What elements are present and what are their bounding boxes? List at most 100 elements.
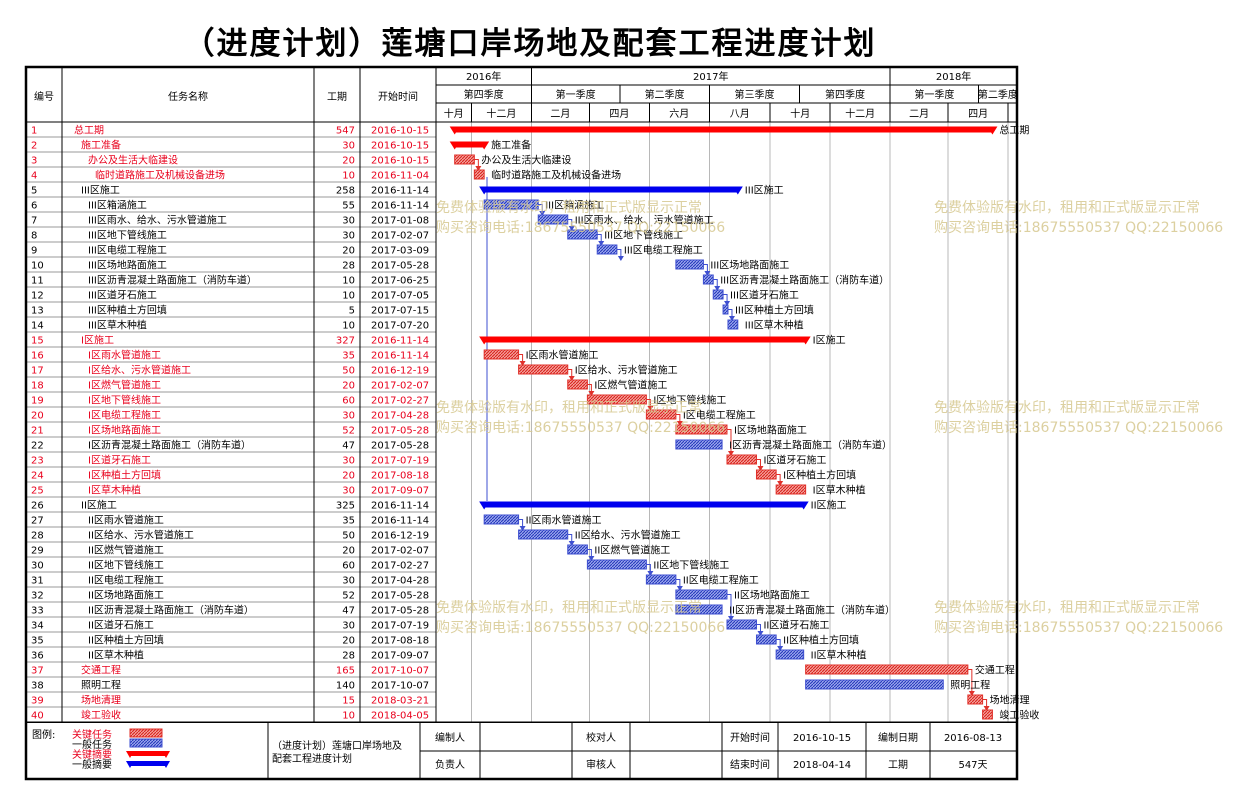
task-duration: 5 — [349, 306, 355, 317]
task-name: 施工准备 — [81, 139, 121, 152]
legend-swatch-marker — [126, 761, 134, 768]
timescale-label: 第一季度 — [914, 88, 954, 101]
legend-swatch — [130, 751, 166, 756]
task-name: Ⅰ区种植土方回填 — [88, 469, 161, 482]
task-start: 2016-11-14 — [371, 501, 429, 512]
dependency-arrow — [676, 421, 683, 426]
bar-label: 照明工程 — [950, 680, 990, 692]
dependency-arrow — [647, 571, 654, 576]
task-bar — [702, 274, 714, 285]
bar-label: 施工准备 — [491, 139, 531, 152]
task-id: 1 — [31, 126, 37, 137]
task-bar — [473, 169, 485, 180]
task-id: 20 — [31, 411, 44, 422]
task-id: 19 — [31, 396, 44, 407]
task-start: 2017-06-25 — [371, 276, 429, 287]
dependency-arrow — [647, 406, 654, 411]
dependency-arrow — [519, 361, 526, 366]
page-title: （进度计划）莲塘口岸场地及配套工程进度计划 — [183, 26, 877, 62]
bar-label: III区电缆工程施工 — [624, 244, 703, 257]
dependency-link — [967, 669, 973, 695]
outer-frame — [24, 65, 1019, 781]
task-duration: 60 — [342, 396, 355, 407]
task-bar — [675, 604, 723, 615]
task-duration: 10 — [342, 276, 355, 287]
dependency-arrow — [714, 286, 721, 291]
bar-label: III区箱涵施工 — [545, 199, 604, 212]
timescale-label: 十二月 — [486, 107, 516, 120]
bar-label: Ⅰ区种植土方回填 — [783, 469, 856, 482]
task-start: 2017-02-27 — [371, 561, 429, 572]
task-id: 16 — [31, 351, 44, 362]
bar-label: II区地下管线施工 — [653, 559, 729, 572]
task-name: III区施工 — [81, 184, 120, 197]
footer-cell: 审核人 — [586, 758, 616, 771]
task-start: 2016-10-15 — [371, 141, 429, 152]
bar-label: III区草木种植 — [745, 319, 804, 332]
task-duration: 10 — [342, 711, 355, 722]
task-name: II区草木种植 — [88, 649, 144, 662]
task-start: 2017-07-19 — [371, 621, 429, 632]
footer-cell: 2016-10-15 — [793, 733, 851, 744]
task-bar — [726, 454, 757, 465]
task-bar — [775, 649, 805, 660]
task-start: 2017-04-28 — [371, 576, 429, 587]
task-bar — [586, 394, 647, 405]
legend-swatch-marker — [162, 761, 170, 768]
bar-label: 临时道路施工及机械设备进场 — [491, 169, 621, 182]
task-duration: 20 — [342, 546, 355, 557]
dependency-arrow — [475, 166, 482, 171]
task-id: 6 — [31, 201, 37, 212]
column-header-id: 编号 — [34, 90, 54, 103]
footer-cell: 编制日期 — [878, 731, 918, 744]
task-duration: 30 — [342, 576, 355, 587]
task-duration: 140 — [336, 681, 355, 692]
footer-cell: 2016-08-13 — [944, 733, 1002, 744]
task-duration: 165 — [336, 666, 355, 677]
task-id: 33 — [31, 606, 44, 617]
task-start: 2017-10-07 — [371, 666, 429, 677]
bar-label: II区雨水管道施工 — [526, 514, 602, 527]
task-name: Ⅰ区燃气管道施工 — [88, 379, 161, 392]
task-id: 10 — [31, 261, 44, 272]
task-id: 26 — [31, 501, 44, 512]
task-bar — [567, 379, 588, 390]
dependency-arrow — [777, 646, 784, 651]
timescale-label: 四月 — [968, 108, 988, 120]
summary-end-marker — [732, 186, 743, 195]
bar-label: II区场地路面施工 — [734, 589, 810, 602]
task-id: 37 — [31, 666, 44, 677]
bar-label: II区种植土方回填 — [783, 634, 859, 647]
task-name: II区种植土方回填 — [88, 634, 164, 647]
timescale-label: 十月 — [790, 107, 810, 120]
task-duration: 20 — [342, 381, 355, 392]
timescale-label: 2017年 — [693, 70, 728, 83]
timescale-label: 第二季度 — [978, 88, 1018, 101]
dependency-arrow — [568, 226, 575, 231]
summary-bar — [484, 336, 806, 343]
task-bar — [483, 199, 539, 210]
column-header-start: 开始时间 — [378, 90, 418, 103]
legend-swatch — [129, 728, 163, 738]
footer-project-name: （进度计划）莲塘口岸场地及 — [272, 739, 402, 752]
task-bar — [982, 709, 993, 720]
task-name: Ⅰ区地下管线施工 — [88, 394, 161, 407]
task-id: 9 — [31, 246, 37, 257]
task-id: 15 — [31, 336, 44, 347]
bar-label: II区沥青混凝土路面施工（消防车道） — [729, 604, 895, 617]
dependency-arrow — [617, 256, 624, 261]
task-start: 2017-02-27 — [371, 396, 429, 407]
task-id: 22 — [31, 441, 44, 452]
task-name: II区场地路面施工 — [88, 589, 164, 602]
summary-start-marker — [449, 141, 460, 150]
bar-label: Ⅰ区沥青混凝土路面施工（消防车道） — [729, 439, 892, 452]
task-bar — [726, 619, 757, 630]
bar-label: II区施工 — [811, 499, 847, 512]
summary-end-marker — [479, 141, 490, 150]
task-duration: 10 — [342, 171, 355, 182]
task-start: 2017-02-07 — [371, 546, 429, 557]
task-duration: 30 — [342, 456, 355, 467]
dependency-arrow — [777, 481, 784, 486]
task-name: Ⅰ区道牙石施工 — [88, 454, 151, 467]
bar-label: Ⅰ区给水、污水管道施工 — [575, 364, 678, 377]
